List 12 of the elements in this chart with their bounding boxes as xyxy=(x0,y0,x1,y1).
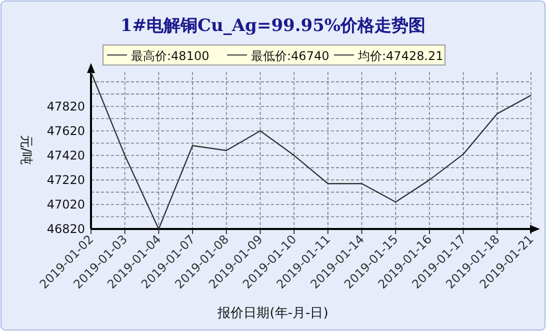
text: 最低价:46740 xyxy=(251,49,330,63)
text: 均价:47428.21 xyxy=(357,49,444,63)
y-axis-title: 元/吨 xyxy=(18,134,33,166)
x-axis-title: 报价日期(年-月-日) xyxy=(216,306,328,321)
y-tick-label: 47420 xyxy=(46,148,85,162)
y-tick-label: 47820 xyxy=(46,99,85,114)
y-tick-label: 47220 xyxy=(46,172,85,187)
y-tick-label: 47620 xyxy=(46,124,85,138)
chart-title: 1#电解铜Cu_Ag=99.95%价格走势图 xyxy=(120,16,426,36)
y-tick-label: 46820 xyxy=(46,222,85,236)
text: 最高价:48100 xyxy=(131,49,210,63)
y-tick-label: 47020 xyxy=(46,197,85,212)
